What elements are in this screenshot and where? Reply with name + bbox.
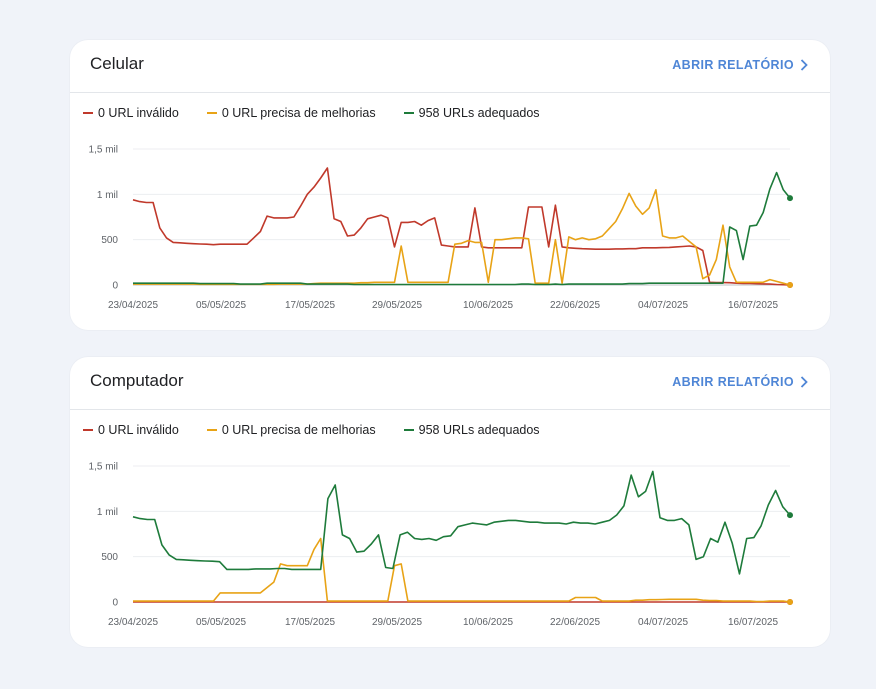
x-tick-label: 22/06/2025 (550, 617, 600, 628)
y-tick-label: 0 (112, 281, 118, 292)
y-tick-label: 500 (101, 552, 118, 563)
legend-swatch (206, 112, 217, 114)
x-tick-label: 10/06/2025 (463, 617, 513, 628)
y-tick-label: 1,5 mil (89, 462, 118, 473)
x-tick-label: 29/05/2025 (372, 300, 422, 311)
x-tick-label: 23/04/2025 (108, 617, 158, 628)
legend-swatch (403, 112, 414, 114)
x-tick-label: 29/05/2025 (372, 617, 422, 628)
y-tick-label: 1,5 mil (89, 145, 118, 156)
y-tick-label: 500 (101, 235, 118, 246)
legend-swatch (403, 429, 414, 431)
series-line (132, 167, 791, 286)
legend: 0 URL inválido 0 URL precisa de melhoria… (83, 106, 568, 120)
legend-label: 0 URL inválido (98, 423, 179, 437)
x-tick-label: 04/07/2025 (638, 617, 688, 628)
x-tick-label: 04/07/2025 (638, 300, 688, 311)
card-title: Computador (90, 371, 184, 390)
series-end-point (787, 599, 793, 605)
x-tick-label: 22/06/2025 (550, 300, 600, 311)
legend-swatch (83, 429, 93, 431)
x-tick-label: 23/04/2025 (108, 300, 158, 311)
series-end-point (787, 282, 793, 288)
x-tick-label: 05/05/2025 (196, 300, 246, 311)
chevron-right-icon (800, 376, 808, 388)
legend-item-poor[interactable]: 0 URL inválido (83, 423, 179, 437)
x-tick-label: 16/07/2025 (728, 617, 778, 628)
x-tick-label: 16/07/2025 (728, 300, 778, 311)
y-tick-label: 1 mil (97, 507, 118, 518)
card-title: Celular (90, 54, 144, 73)
legend-label: 0 URL inválido (98, 106, 179, 120)
desktop-chart: 1,5 mil 1 mil 500 0 23/04/2025 05/05/2025 17/0… (89, 462, 793, 628)
x-tick-label: 17/05/2025 (285, 617, 335, 628)
legend-label: 958 URLs adequados (418, 423, 540, 437)
series-line (133, 171, 791, 286)
open-report-label: ABRIR RELATÓRIO (672, 375, 794, 389)
open-report-label: ABRIR RELATÓRIO (672, 58, 794, 72)
legend-swatch (206, 429, 217, 431)
x-tick-label: 05/05/2025 (196, 617, 246, 628)
desktop-card: Computador ABRIR RELATÓRIO 0 URL inválid… (70, 357, 830, 647)
legend-item-needs-improvement[interactable]: 0 URL precisa de melhorias (206, 106, 376, 120)
legend-label: 958 URLs adequados (418, 106, 540, 120)
legend-item-needs-improvement[interactable]: 0 URL precisa de melhorias (206, 423, 376, 437)
series-end-point (787, 195, 793, 202)
y-tick-label: 1 mil (97, 190, 118, 201)
open-report-button[interactable]: ABRIR RELATÓRIO (672, 375, 808, 389)
legend-item-good[interactable]: 958 URLs adequados (403, 423, 540, 437)
legend-label: 0 URL precisa de melhorias (221, 423, 376, 437)
chevron-right-icon (800, 59, 808, 71)
card-header: Computador ABRIR RELATÓRIO (70, 357, 830, 410)
series-line (132, 470, 791, 575)
mobile-card: Celular ABRIR RELATÓRIO 0 URL inválido 0… (70, 40, 830, 330)
y-tick-label: 0 (112, 598, 118, 609)
legend-item-poor[interactable]: 0 URL inválido (83, 106, 179, 120)
open-report-button[interactable]: ABRIR RELATÓRIO (672, 58, 808, 72)
legend-item-good[interactable]: 958 URLs adequados (403, 106, 540, 120)
series-end-point (787, 512, 793, 519)
legend-swatch (83, 112, 93, 114)
card-header: Celular ABRIR RELATÓRIO (70, 40, 830, 93)
series-line (133, 537, 791, 603)
x-tick-label: 17/05/2025 (285, 300, 335, 311)
legend-label: 0 URL precisa de melhorias (221, 106, 376, 120)
mobile-chart: 1,5 mil 1 mil 500 0 23/04/2025 05/05/2025 17/0… (89, 145, 793, 311)
legend: 0 URL inválido 0 URL precisa de melhoria… (83, 423, 568, 437)
series-line (133, 188, 791, 286)
x-tick-label: 10/06/2025 (463, 300, 513, 311)
